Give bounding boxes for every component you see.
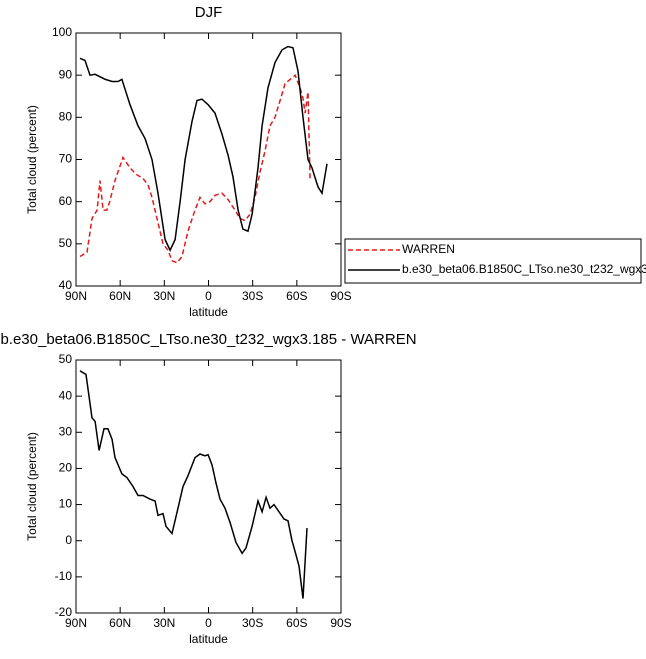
legend-label: WARREN xyxy=(402,242,455,256)
y-axis-label: Total cloud (percent) xyxy=(25,432,39,541)
y-tick-label: 20 xyxy=(59,461,73,475)
plot-frame xyxy=(75,359,342,614)
y-tick-label: 90 xyxy=(59,67,73,81)
y-tick-label: 100 xyxy=(52,25,72,39)
x-tick-label: 0 xyxy=(205,289,212,303)
y-tick-label: 40 xyxy=(59,278,73,292)
y-tick-label: 50 xyxy=(59,352,73,366)
x-tick-label: 90N xyxy=(65,616,87,630)
y-tick-label: 30 xyxy=(59,424,73,438)
chart-title: b.e30_beta06.B1850C_LTso.ne30_t232_wgx3.… xyxy=(0,331,416,348)
y-tick-label: -20 xyxy=(55,605,73,619)
x-axis-label: latitude xyxy=(189,305,228,319)
data-line xyxy=(79,45,328,252)
x-tick-label: 30S xyxy=(242,616,263,630)
chart-title: DJF xyxy=(195,4,223,21)
data-line xyxy=(79,370,308,599)
y-tick-label: -10 xyxy=(55,569,73,583)
plot-frame xyxy=(75,32,342,287)
x-tick-label: 60S xyxy=(286,289,307,303)
x-tick-label: 30N xyxy=(153,289,175,303)
x-tick-label: 90S xyxy=(330,616,351,630)
y-tick-label: 40 xyxy=(59,388,73,402)
x-tick-label: 30N xyxy=(153,616,175,630)
legend-label: b.e30_beta06.B1850C_LTso.ne30_t232_wgx3.… xyxy=(402,262,646,276)
x-tick-label: 0 xyxy=(205,616,212,630)
x-tick-label: 60S xyxy=(286,616,307,630)
y-tick-label: 60 xyxy=(59,194,73,208)
x-axis-label: latitude xyxy=(189,632,228,646)
x-tick-label: 30S xyxy=(242,289,263,303)
x-tick-label: 60N xyxy=(109,289,131,303)
y-tick-label: 80 xyxy=(59,110,73,124)
y-tick-label: 0 xyxy=(65,533,72,547)
y-tick-label: 10 xyxy=(59,497,73,511)
x-tick-label: 90S xyxy=(330,289,351,303)
legend-box xyxy=(344,238,642,284)
y-tick-label: 70 xyxy=(59,152,73,166)
x-tick-label: 90N xyxy=(65,289,87,303)
y-tick-label: 50 xyxy=(59,236,73,250)
y-axis-label: Total cloud (percent) xyxy=(25,105,39,214)
x-tick-label: 60N xyxy=(109,616,131,630)
data-line xyxy=(79,73,311,264)
